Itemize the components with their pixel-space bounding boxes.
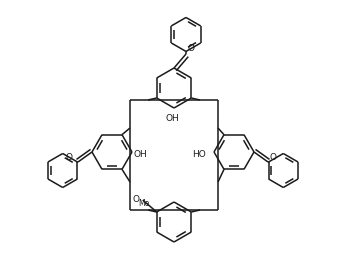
Text: OH: OH (166, 114, 180, 123)
Text: O: O (270, 153, 277, 162)
Text: O: O (66, 153, 73, 162)
Text: O: O (133, 195, 140, 204)
Text: HO: HO (192, 150, 206, 159)
Text: OH: OH (133, 150, 147, 159)
Text: O: O (188, 44, 195, 53)
Text: Me: Me (139, 199, 150, 208)
